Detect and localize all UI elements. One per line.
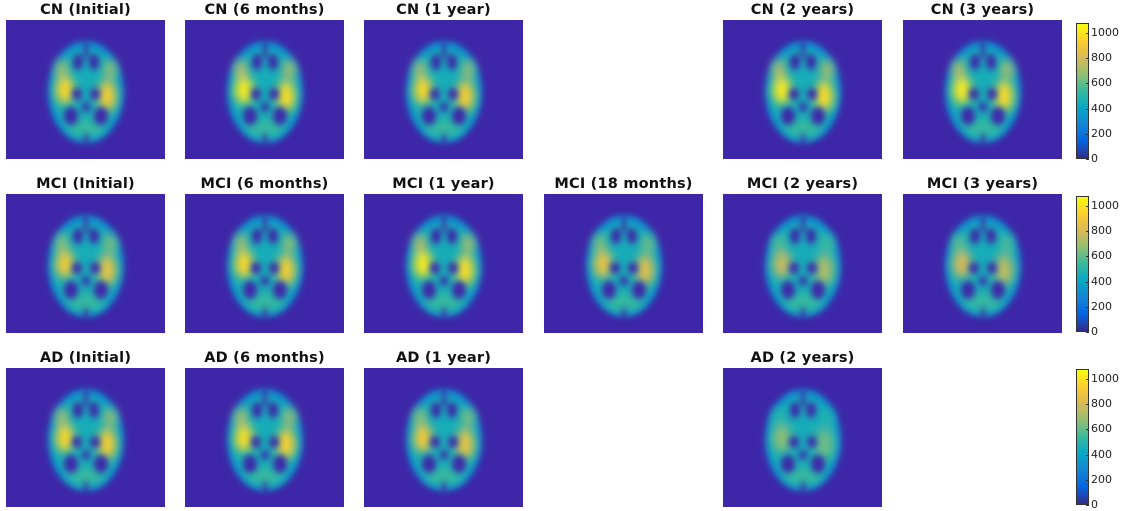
colorbar-tick-mark bbox=[1086, 231, 1089, 233]
colorbar-tick-label: 200 bbox=[1091, 126, 1112, 140]
panel-title: CN (6 months) bbox=[204, 2, 325, 18]
scan-panel: CN (3 years) bbox=[903, 2, 1062, 159]
colorbar-tick-label: 800 bbox=[1091, 397, 1112, 411]
colorbar-tick-mark bbox=[1086, 256, 1089, 258]
brain-scan-image bbox=[544, 194, 703, 333]
panel-title: MCI (6 months) bbox=[200, 176, 329, 192]
brain-scan-image bbox=[903, 194, 1062, 333]
scan-panel: AD (1 year) bbox=[364, 350, 523, 507]
colorbar-tick-mark bbox=[1086, 454, 1089, 456]
scan-panel: CN (2 years) bbox=[723, 2, 882, 159]
colorbar-tick-label: 800 bbox=[1091, 224, 1112, 238]
colorbar-tick-label: 0 bbox=[1091, 152, 1098, 165]
colorbar-tick-label: 600 bbox=[1091, 422, 1112, 436]
scan-panel: AD (Initial) bbox=[6, 350, 165, 507]
scan-panel: CN (6 months) bbox=[185, 2, 344, 159]
colorbar bbox=[1076, 23, 1089, 159]
colorbar-tick-mark bbox=[1086, 159, 1089, 160]
scan-panel: CN (Initial) bbox=[6, 2, 165, 159]
colorbar-tick-label: 0 bbox=[1091, 498, 1098, 511]
colorbar-tick-label: 200 bbox=[1091, 299, 1112, 313]
colorbar-tick-mark bbox=[1086, 332, 1089, 333]
panel-title: CN (2 years) bbox=[750, 2, 855, 18]
colorbar-tick-label: 400 bbox=[1091, 447, 1112, 461]
scan-panel: MCI (3 years) bbox=[903, 176, 1062, 333]
colorbar-tick-label: 800 bbox=[1091, 51, 1112, 65]
panel-title: AD (Initial) bbox=[39, 350, 132, 366]
panel-title: MCI (3 years) bbox=[926, 176, 1039, 192]
brain-scan-image bbox=[903, 20, 1062, 159]
brain-scan-image bbox=[723, 20, 882, 159]
colorbar-tick-label: 0 bbox=[1091, 325, 1098, 338]
scan-panel: CN (1 year) bbox=[364, 2, 523, 159]
colorbar-tick-mark bbox=[1086, 404, 1089, 406]
brain-scan-image bbox=[6, 20, 165, 159]
colorbar-tick-mark bbox=[1086, 133, 1089, 135]
brain-scan-image bbox=[185, 368, 344, 507]
colorbar-tick-label: 1000 bbox=[1091, 372, 1119, 386]
panel-title: AD (6 months) bbox=[204, 350, 325, 366]
colorbar-tick-label: 1000 bbox=[1091, 199, 1119, 213]
scan-panel: AD (2 years) bbox=[723, 350, 882, 507]
scan-panel: MCI (6 months) bbox=[185, 176, 344, 333]
colorbar-tick-mark bbox=[1086, 281, 1089, 283]
colorbar-tick-label: 1000 bbox=[1091, 26, 1119, 40]
panel-title: MCI (Initial) bbox=[36, 176, 135, 192]
scan-panel: MCI (2 years) bbox=[723, 176, 882, 333]
colorbar-tick-mark bbox=[1086, 108, 1089, 110]
colorbar-tick-mark bbox=[1086, 379, 1089, 381]
colorbar-tick-mark bbox=[1086, 83, 1089, 85]
brain-scan-image bbox=[185, 194, 344, 333]
colorbar-tick-mark bbox=[1086, 505, 1089, 506]
colorbar bbox=[1076, 369, 1089, 505]
brain-scan-image bbox=[364, 20, 523, 159]
panel-title: MCI (1 year) bbox=[392, 176, 495, 192]
brain-scan-image bbox=[723, 194, 882, 333]
brain-scan-image bbox=[364, 194, 523, 333]
panel-title: MCI (18 months) bbox=[554, 176, 693, 192]
brain-scan-image bbox=[723, 368, 882, 507]
brain-scan-image bbox=[185, 20, 344, 159]
scan-panel: AD (6 months) bbox=[185, 350, 344, 507]
colorbar-tick-label: 600 bbox=[1091, 249, 1112, 263]
colorbar bbox=[1076, 196, 1089, 332]
panel-title: AD (1 year) bbox=[395, 350, 492, 366]
panel-title: MCI (2 years) bbox=[746, 176, 859, 192]
panel-title: CN (1 year) bbox=[396, 2, 491, 18]
scan-panel: MCI (1 year) bbox=[364, 176, 523, 333]
colorbar-tick-label: 400 bbox=[1091, 274, 1112, 288]
panel-title: CN (Initial) bbox=[40, 2, 131, 18]
colorbar-tick-mark bbox=[1086, 306, 1089, 308]
colorbar-tick-label: 600 bbox=[1091, 76, 1112, 90]
scan-panel: MCI (Initial) bbox=[6, 176, 165, 333]
panel-title: CN (3 years) bbox=[930, 2, 1035, 18]
brain-scan-image bbox=[6, 194, 165, 333]
colorbar-tick-mark bbox=[1086, 479, 1089, 481]
colorbar-tick-label: 200 bbox=[1091, 472, 1112, 486]
brain-scan-image bbox=[6, 368, 165, 507]
brain-scan-image bbox=[364, 368, 523, 507]
panel-title: AD (2 years) bbox=[750, 350, 855, 366]
colorbar-tick-mark bbox=[1086, 429, 1089, 431]
colorbar-tick-mark bbox=[1086, 206, 1089, 208]
colorbar-tick-mark bbox=[1086, 58, 1089, 60]
colorbar-tick-label: 400 bbox=[1091, 101, 1112, 115]
scan-panel: MCI (18 months) bbox=[544, 176, 703, 333]
colorbar-tick-mark bbox=[1086, 33, 1089, 35]
